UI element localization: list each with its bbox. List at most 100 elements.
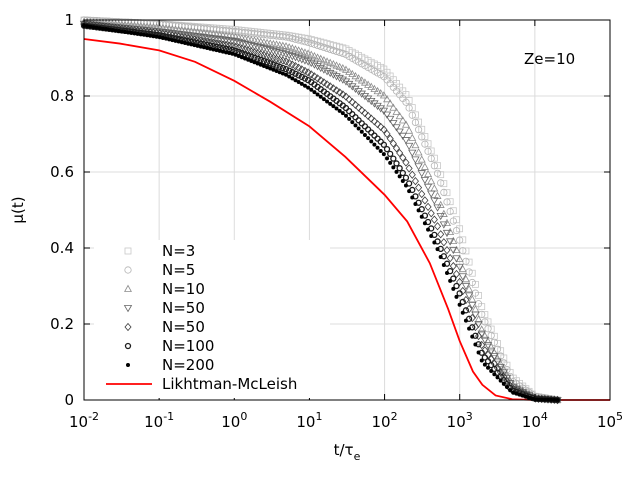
data-point (318, 94, 323, 99)
data-point (473, 342, 478, 347)
data-point (285, 58, 293, 68)
data-point (423, 183, 433, 191)
data-point (452, 269, 460, 279)
data-point (287, 74, 292, 79)
data-point (430, 197, 439, 205)
data-point (462, 295, 470, 305)
data-point (436, 212, 445, 221)
x-tick-label-exp: 0 (240, 410, 247, 423)
data-point (405, 180, 413, 187)
data-point (454, 294, 459, 299)
data-point (271, 67, 276, 72)
data-point (430, 215, 438, 224)
x-tick-label: 10-1 (144, 410, 174, 431)
data-point (350, 120, 355, 125)
data-point (170, 38, 175, 43)
data-point (275, 49, 284, 57)
data-point (231, 38, 240, 46)
data-point (398, 132, 408, 141)
data-point (385, 156, 390, 161)
data-point (390, 155, 397, 162)
data-point (274, 69, 279, 74)
data-point (88, 24, 93, 29)
data-point (337, 108, 342, 113)
data-point (291, 54, 300, 62)
data-point (430, 184, 439, 192)
data-point (456, 290, 463, 297)
data-point (338, 64, 347, 72)
data-point (104, 27, 109, 32)
data-point (442, 229, 452, 238)
data-point (252, 60, 257, 65)
data-point (294, 55, 303, 63)
data-point (413, 201, 418, 206)
x-tick-label: 103 (447, 410, 473, 431)
data-point (379, 107, 389, 115)
data-point (376, 105, 385, 113)
data-point (357, 76, 366, 84)
data-point (342, 92, 350, 101)
data-point (326, 58, 335, 66)
data-point (467, 326, 472, 331)
data-point (446, 207, 454, 216)
data-point (126, 30, 131, 35)
data-point (462, 307, 470, 314)
data-point (367, 82, 376, 90)
data-point (380, 125, 388, 134)
data-point (224, 50, 229, 55)
data-point (363, 95, 373, 103)
data-point (441, 263, 446, 268)
legend-box (94, 240, 330, 398)
data-point (265, 65, 270, 70)
data-point (444, 270, 449, 275)
data-point (387, 150, 394, 158)
data-point (514, 391, 519, 396)
data-point (424, 147, 432, 155)
data-point (418, 189, 426, 199)
data-point (403, 183, 408, 188)
x-tick-label: 104 (522, 410, 548, 431)
legend-label: N=10 (162, 280, 205, 298)
data-point (496, 359, 505, 368)
x-tick-label: 105 (597, 410, 623, 431)
legend-entry: N=50 (124, 318, 205, 336)
data-point (459, 298, 466, 305)
x-tick-label: 100 (221, 410, 247, 431)
data-point (420, 176, 430, 185)
data-point (424, 140, 432, 148)
data-point (432, 240, 437, 245)
data-point (282, 57, 290, 66)
data-point (329, 46, 337, 55)
data-point (317, 76, 325, 85)
data-point (383, 94, 392, 103)
data-point (440, 188, 448, 197)
data-point (372, 142, 377, 147)
data-point (411, 177, 419, 186)
data-point (429, 234, 434, 239)
data-point (295, 63, 303, 72)
data-point (309, 87, 314, 92)
data-point (449, 207, 457, 215)
data-point (138, 32, 143, 37)
data-point (452, 226, 461, 235)
data-point (440, 180, 448, 188)
data-point (355, 103, 363, 112)
data-point (471, 311, 480, 319)
data-point (497, 368, 505, 377)
data-point (298, 73, 305, 81)
data-point (427, 154, 435, 163)
data-point (498, 378, 503, 383)
data-point (183, 40, 188, 45)
data-point (427, 177, 436, 185)
data-point (243, 41, 253, 49)
data-point (302, 83, 307, 88)
data-point (351, 100, 359, 109)
data-point (434, 222, 442, 231)
data-point (250, 43, 259, 51)
y-tick-label: 0.2 (50, 315, 74, 333)
data-point (344, 80, 354, 89)
data-point (326, 45, 334, 54)
x-tick-label-exp: 5 (616, 410, 623, 423)
data-point (465, 258, 473, 266)
